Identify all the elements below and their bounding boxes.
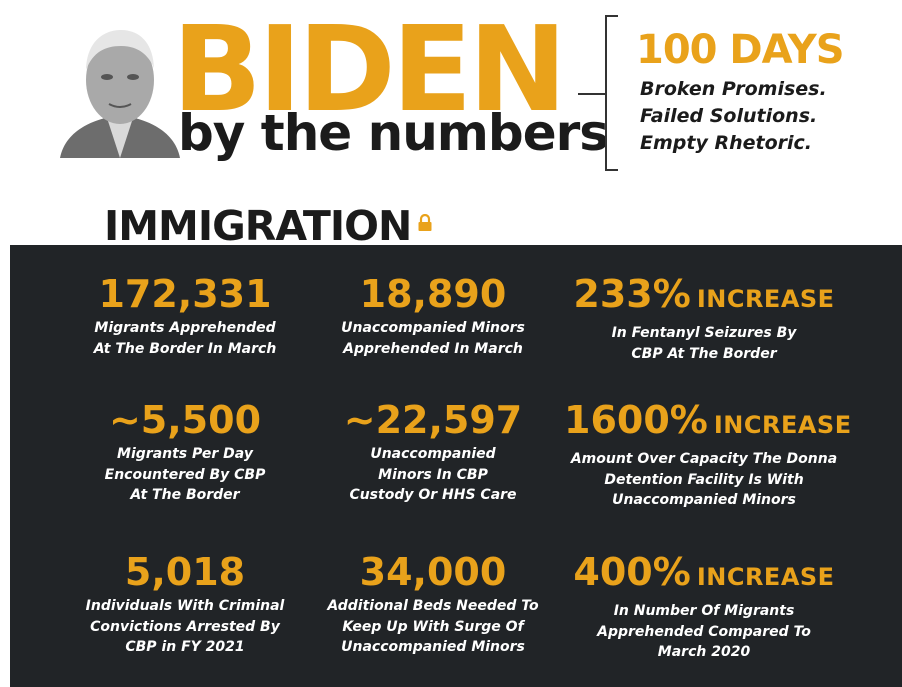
stat-suffix: INCREASE bbox=[697, 563, 835, 591]
description-line: Unaccompanied Minors bbox=[564, 490, 844, 511]
stat-value: 400%INCREASE bbox=[564, 550, 844, 599]
description-line: Unaccompanied bbox=[293, 444, 573, 465]
stat-number: 34,000 bbox=[360, 550, 507, 594]
description-line: Convictions Arrested By bbox=[45, 617, 325, 638]
portrait bbox=[55, 22, 185, 158]
stat-number: 400% bbox=[573, 550, 690, 594]
stat-number: 5,018 bbox=[125, 550, 245, 594]
description-line: Encountered By CBP bbox=[45, 465, 325, 486]
stat-suffix: INCREASE bbox=[697, 285, 835, 313]
tagline: Broken Promises. bbox=[640, 80, 827, 99]
stat-value: 233%INCREASE bbox=[564, 272, 844, 321]
stat-suffix: INCREASE bbox=[714, 411, 852, 439]
stat-number: 172,331 bbox=[98, 272, 271, 316]
stat-number: 1600% bbox=[564, 398, 708, 442]
description-line: Keep Up With Surge Of bbox=[293, 617, 573, 638]
tagline: Failed Solutions. bbox=[640, 107, 817, 126]
description-line: Migrants Per Day bbox=[45, 444, 325, 465]
description-line: CBP At The Border bbox=[564, 344, 844, 365]
description-line: Additional Beds Needed To bbox=[293, 596, 573, 617]
section-title-text: IMMIGRATION bbox=[104, 202, 411, 250]
section-title: IMMIGRATION bbox=[104, 206, 433, 247]
stat-value: 5,018 bbox=[45, 550, 325, 594]
description-line: March 2020 bbox=[564, 642, 844, 663]
stat-value: 1600%INCREASE bbox=[564, 398, 844, 447]
stat-value: ~22,597 bbox=[293, 398, 573, 442]
description-line: In Number Of Migrants bbox=[564, 601, 844, 622]
page: {"header": {"title": "BIDEN", "subtitle"… bbox=[0, 0, 902, 687]
description-line: CBP in FY 2021 bbox=[45, 637, 325, 658]
description-line: At The Border In March bbox=[45, 339, 325, 360]
stat-value: 172,331 bbox=[45, 272, 325, 316]
description-line: Apprehended Compared To bbox=[564, 622, 844, 643]
badge: 100 DAYS bbox=[636, 30, 844, 70]
description-line: Migrants Apprehended bbox=[45, 318, 325, 339]
description-line: Unaccompanied Minors bbox=[293, 637, 573, 658]
description-line: Individuals With Criminal bbox=[45, 596, 325, 617]
stat-number: 233% bbox=[573, 272, 690, 316]
description-line: Apprehended In March bbox=[293, 339, 573, 360]
stat-value: 18,890 bbox=[293, 272, 573, 316]
stat-number: 18,890 bbox=[360, 272, 507, 316]
tagline: Empty Rhetoric. bbox=[640, 134, 812, 153]
description-line: Unaccompanied Minors bbox=[293, 318, 573, 339]
description-line: Detention Facility Is With bbox=[564, 470, 844, 491]
description-line: In Fentanyl Seizures By bbox=[564, 323, 844, 344]
stat-value: ~5,500 bbox=[45, 398, 325, 442]
description-line: Minors In CBP bbox=[293, 465, 573, 486]
stat-number: ~5,500 bbox=[109, 398, 261, 442]
stat-value: 34,000 bbox=[293, 550, 573, 594]
lock-icon bbox=[417, 214, 433, 232]
bracket bbox=[578, 14, 618, 174]
description-line: Custody Or HHS Care bbox=[293, 485, 573, 506]
description-line: At The Border bbox=[45, 485, 325, 506]
description-line: Amount Over Capacity The Donna bbox=[564, 449, 844, 470]
stat-number: ~22,597 bbox=[344, 398, 522, 442]
subtitle: by the numbers bbox=[178, 108, 608, 158]
